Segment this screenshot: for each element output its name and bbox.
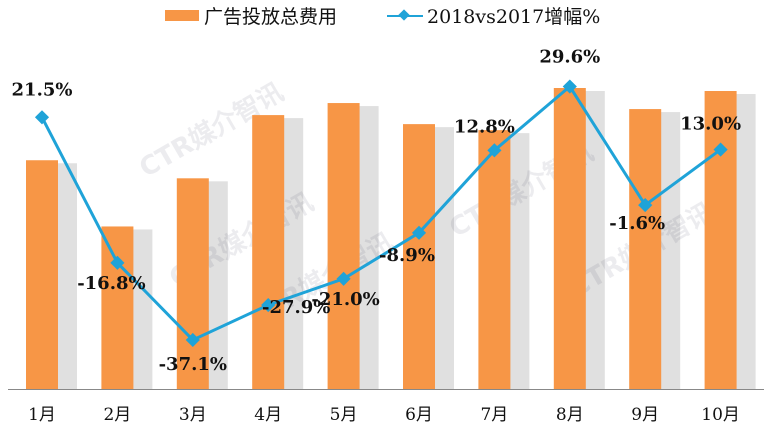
legend-line-swatch xyxy=(387,9,424,23)
bar xyxy=(553,88,586,389)
bar xyxy=(629,109,662,389)
bar xyxy=(704,91,737,389)
data-label: -21.0% xyxy=(311,289,379,310)
x-tick-label: 1月 xyxy=(28,405,56,425)
line-point xyxy=(487,143,502,158)
line-point xyxy=(638,198,653,213)
line-point xyxy=(185,332,200,348)
x-tick-label: 8月 xyxy=(556,405,584,425)
bar xyxy=(327,103,360,390)
data-label: 12.8% xyxy=(454,116,515,137)
x-tick-label: 2月 xyxy=(103,405,131,425)
bar xyxy=(26,160,58,389)
line-point xyxy=(336,271,351,286)
x-tick-label: 9月 xyxy=(631,405,659,425)
line-point xyxy=(411,225,427,240)
data-label: -16.8% xyxy=(77,273,145,294)
x-tick-label: 6月 xyxy=(405,405,433,425)
line-point xyxy=(713,142,728,157)
x-tick-label: 5月 xyxy=(330,405,358,425)
line-point xyxy=(562,79,577,94)
line-point xyxy=(110,255,125,270)
bar xyxy=(478,130,511,389)
data-label: -8.9% xyxy=(379,245,435,266)
x-tick-label: 7月 xyxy=(480,405,508,425)
legend-bar-swatch xyxy=(165,10,199,21)
line-point xyxy=(34,110,50,125)
x-tick-label: 3月 xyxy=(179,405,207,425)
data-label: -27.9% xyxy=(262,297,330,318)
growth-line xyxy=(40,84,722,342)
line-point xyxy=(261,297,276,313)
x-tick-label: 4月 xyxy=(254,405,282,425)
data-label: -37.1% xyxy=(159,354,227,375)
bar xyxy=(176,178,209,389)
bar xyxy=(252,115,285,389)
data-label: -1.6% xyxy=(609,213,665,234)
legend: 广告投放总费用 2018vs2017增幅% xyxy=(165,2,600,29)
x-tick-label: 10月 xyxy=(701,405,740,425)
data-label: 21.5% xyxy=(12,79,73,100)
bar xyxy=(403,124,435,390)
data-label: 13.0% xyxy=(680,114,741,135)
data-label: 29.6% xyxy=(539,47,600,68)
legend-bar-label: 广告投放总费用 xyxy=(204,6,338,28)
bar xyxy=(101,226,134,389)
legend-line-label: 2018vs2017增幅% xyxy=(427,6,601,28)
